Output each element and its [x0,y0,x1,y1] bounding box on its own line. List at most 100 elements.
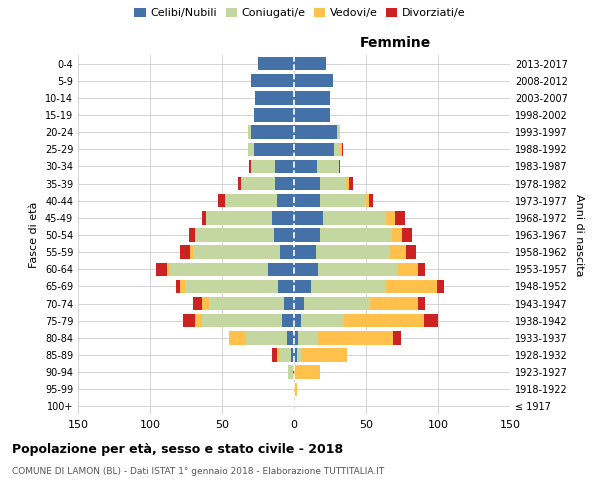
Bar [294,74,333,88]
Bar [272,211,294,224]
Bar [156,262,167,276]
Bar [294,297,304,310]
Bar [294,348,297,362]
Bar [277,348,280,362]
Bar [294,280,311,293]
Bar [283,314,294,328]
Bar [251,126,294,139]
Bar [294,228,320,241]
Bar [277,194,294,207]
Bar [337,126,340,139]
Bar [294,126,337,139]
Bar [268,262,294,276]
Bar [248,126,251,139]
Bar [193,246,280,259]
Bar [294,382,297,396]
Bar [170,262,268,276]
Bar [386,211,395,224]
Bar [437,280,444,293]
Bar [294,331,298,344]
Bar [209,297,284,310]
Bar [297,348,301,362]
Bar [340,142,341,156]
Bar [238,177,241,190]
Bar [317,160,338,173]
Bar [294,366,320,379]
Bar [369,194,373,207]
Bar [189,228,194,241]
Bar [193,297,202,310]
Bar [311,280,386,293]
Bar [323,211,386,224]
Bar [392,228,402,241]
Bar [294,142,334,156]
Bar [394,331,401,344]
Bar [320,194,366,207]
Bar [185,280,278,293]
Bar [202,314,283,328]
Bar [294,57,326,70]
Text: Popolazione per età, sesso e stato civile - 2018: Popolazione per età, sesso e stato civil… [12,442,343,456]
Bar [206,211,272,224]
Bar [247,331,287,344]
Bar [294,91,330,104]
Bar [320,177,346,190]
Bar [346,177,349,190]
Bar [288,366,293,379]
Bar [341,142,343,156]
Bar [254,142,294,156]
Bar [301,314,344,328]
Bar [294,160,317,173]
Bar [284,297,294,310]
Bar [319,262,398,276]
Bar [418,297,425,310]
Y-axis label: Fasce di età: Fasce di età [29,202,39,268]
Bar [344,314,424,328]
Bar [395,211,405,224]
Bar [294,246,316,259]
Bar [183,314,194,328]
Bar [386,280,437,293]
Bar [194,314,202,328]
Bar [255,91,294,104]
Bar [294,194,320,207]
Bar [258,57,294,70]
Bar [194,228,196,241]
Bar [202,297,209,310]
Bar [218,194,225,207]
Bar [274,228,294,241]
Bar [272,348,277,362]
Bar [398,262,418,276]
Bar [225,194,277,207]
Bar [304,297,370,310]
Y-axis label: Anni di nascita: Anni di nascita [574,194,584,276]
Bar [275,160,294,173]
Bar [391,246,406,259]
Bar [406,246,416,259]
Bar [298,331,319,344]
Bar [180,246,190,259]
Bar [294,262,319,276]
Bar [287,331,294,344]
Bar [294,211,323,224]
Bar [280,246,294,259]
Bar [190,246,193,259]
Bar [176,280,180,293]
Bar [251,74,294,88]
Bar [202,211,206,224]
Bar [366,194,369,207]
Bar [196,228,274,241]
Bar [167,262,170,276]
Bar [180,280,185,293]
Bar [402,228,412,241]
Bar [418,262,425,276]
Bar [316,246,391,259]
Bar [241,177,275,190]
Bar [294,108,330,122]
Bar [293,366,294,379]
Bar [334,142,340,156]
Bar [278,280,294,293]
Bar [254,108,294,122]
Text: Femmine: Femmine [360,36,431,50]
Bar [349,177,353,190]
